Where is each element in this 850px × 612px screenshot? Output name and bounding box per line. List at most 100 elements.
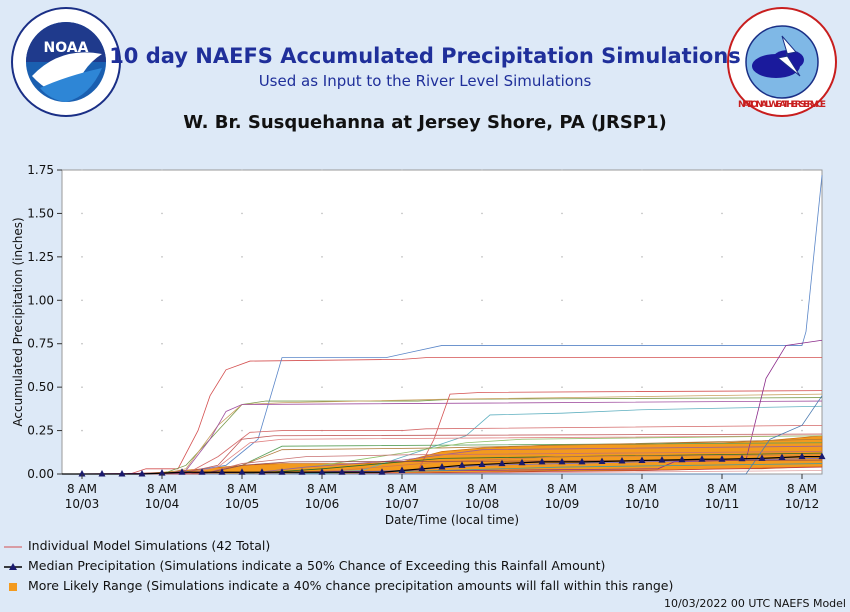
- grid-dot: [321, 342, 323, 345]
- y-tick-label: 1.25: [27, 250, 54, 264]
- grid-dot: [401, 299, 403, 302]
- grid-dot: [481, 169, 483, 171]
- grid-dot: [401, 169, 403, 171]
- x-tick-date: 10/12: [785, 497, 820, 511]
- grid-dot: [161, 429, 163, 432]
- grid-dot: [561, 169, 563, 171]
- grid-dot: [481, 256, 483, 258]
- median-marker: [198, 468, 206, 475]
- grid-dot: [321, 256, 323, 258]
- median-marker: [278, 468, 286, 475]
- median-marker: [298, 468, 306, 475]
- x-tick-time: 8 AM: [627, 482, 657, 496]
- grid-dot: [641, 429, 643, 432]
- x-tick-date: 10/06: [305, 497, 340, 511]
- median-marker: [678, 455, 686, 463]
- median-marker: [638, 456, 646, 463]
- x-tick-time: 8 AM: [147, 482, 177, 496]
- grid-dot: [241, 169, 243, 171]
- median-marker: [398, 466, 406, 474]
- median-marker: [538, 457, 546, 465]
- legend-range: More Likely Range (Simulations indicate …: [4, 578, 673, 593]
- y-tick-label: 1.75: [27, 163, 54, 177]
- grid-dot: [801, 256, 803, 258]
- median-marker: [238, 468, 246, 475]
- grid-dot: [801, 386, 803, 388]
- model-run-footer: 10/03/2022 00 UTC NAEFS Model: [663, 597, 846, 610]
- x-tick-date: 10/09: [545, 497, 580, 511]
- chart-subtitle: Used as Input to the River Level Simulat…: [258, 72, 592, 90]
- nws-logo-text: NATIONAL WEATHER SERVICE: [738, 100, 826, 110]
- grid-dot: [721, 299, 723, 302]
- grid-dot: [801, 299, 803, 302]
- nws-logo: NATIONAL WEATHER SERVICE: [726, 6, 838, 118]
- x-tick-date: 10/04: [145, 497, 180, 511]
- legend-individual-label: Individual Model Simulations (42 Total): [27, 538, 271, 553]
- grid-dot: [81, 342, 83, 345]
- median-marker: [478, 460, 486, 467]
- legend-range-label: More Likely Range (Simulations indicate …: [27, 578, 674, 593]
- grid-dot: [401, 342, 403, 345]
- median-marker: [758, 454, 766, 461]
- median-marker: [818, 452, 826, 460]
- plot-area: [61, 169, 823, 475]
- median-marker: [698, 455, 706, 462]
- grid-dot: [81, 212, 83, 215]
- median-marker: [218, 468, 226, 475]
- grid-dot: [641, 386, 643, 388]
- individual-simulation-line: [62, 357, 822, 475]
- grid-dot: [161, 386, 163, 388]
- grid-dot: [721, 386, 723, 388]
- legend-median: Median Precipitation (Simulations indica…: [4, 558, 605, 573]
- median-marker: [138, 470, 146, 477]
- individual-simulation-line: [62, 395, 823, 475]
- grid-dot: [561, 299, 563, 302]
- median-marker: [118, 470, 126, 477]
- median-marker: [438, 463, 446, 470]
- median-marker: [358, 468, 366, 475]
- median-marker: [98, 470, 106, 477]
- y-axis-label: Accumulated Precipitation (inches): [11, 217, 25, 426]
- grid-dot: [81, 169, 83, 171]
- grid-dot: [321, 169, 323, 171]
- grid-dot: [241, 386, 243, 388]
- median-marker: [498, 459, 506, 467]
- x-tick-date: 10/03: [65, 497, 100, 511]
- grid-dot: [641, 169, 643, 171]
- grid-dot: [801, 212, 803, 215]
- grid-dot: [561, 212, 563, 215]
- median-marker: [578, 457, 586, 465]
- y-tick-label: 1.00: [27, 293, 54, 307]
- noaa-logo: NOAA: [10, 6, 122, 118]
- median-marker: [558, 457, 566, 465]
- grid-dot: [721, 429, 723, 432]
- x-tick-date: 10/07: [385, 497, 420, 511]
- median-marker: [178, 468, 186, 475]
- grid-dot: [401, 386, 403, 388]
- y-tick-label: 0.00: [27, 467, 54, 481]
- grid-dot: [81, 386, 83, 388]
- grid-dot: [561, 386, 563, 388]
- x-tick-time: 8 AM: [787, 482, 817, 496]
- median-marker: [258, 468, 266, 475]
- grid-dot: [641, 256, 643, 258]
- grid-dot: [321, 212, 323, 215]
- grid-dot: [481, 429, 483, 432]
- median-marker: [318, 468, 326, 475]
- median-marker: [458, 461, 466, 468]
- median-marker: [718, 455, 726, 462]
- x-tick-date: 10/08: [465, 497, 500, 511]
- x-tick-time: 8 AM: [387, 482, 417, 496]
- grid-dot: [81, 429, 83, 432]
- x-tick-date: 10/05: [225, 497, 260, 511]
- median-marker: [418, 464, 426, 472]
- x-tick-time: 8 AM: [227, 482, 257, 496]
- grid-dot: [161, 169, 163, 171]
- grid-dot: [641, 342, 643, 345]
- grid-dot: [401, 212, 403, 215]
- grid-dot: [161, 299, 163, 302]
- grid-dot: [721, 256, 723, 258]
- precipitation-chart: 0.000.250.500.751.001.251.501.75 8 AM10/…: [11, 163, 826, 527]
- x-axis-label: Date/Time (local time): [385, 513, 519, 527]
- median-marker: [778, 453, 786, 460]
